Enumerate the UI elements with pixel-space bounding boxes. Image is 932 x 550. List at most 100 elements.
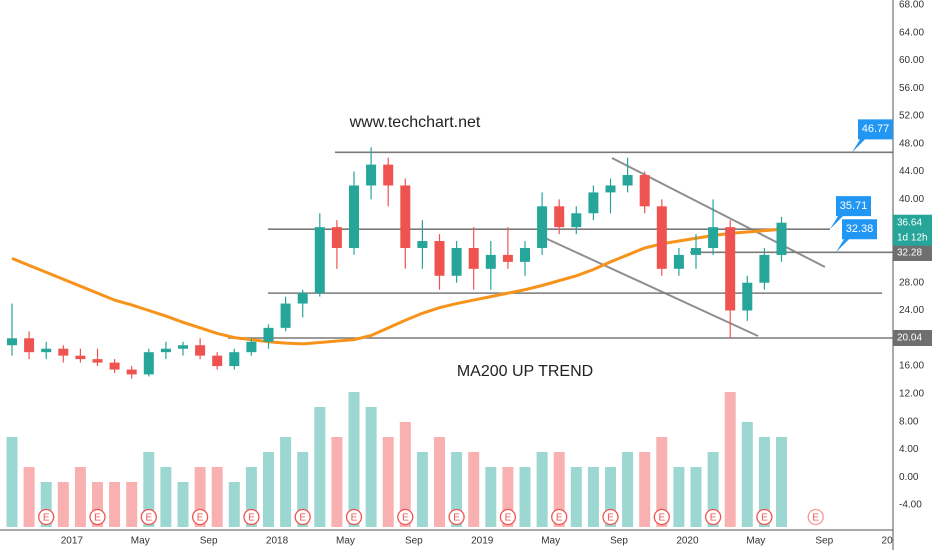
- volume-bar: [519, 467, 531, 527]
- candle-body: [160, 348, 171, 353]
- candle-body: [400, 185, 411, 248]
- ma-line: [11, 227, 782, 346]
- earnings-marker: [294, 508, 311, 526]
- candle-body: [691, 247, 701, 255]
- earnings-label: E: [299, 513, 306, 524]
- candle-body: [742, 282, 753, 311]
- candle-body: [673, 254, 684, 269]
- volume-bar: [622, 452, 634, 527]
- volume-bar: [690, 467, 702, 527]
- x-tick-label: 2017: [61, 536, 84, 547]
- x-tick-label: May: [336, 536, 355, 547]
- x-tick-label: Sep: [405, 536, 423, 547]
- callout-label: 46.77: [862, 123, 890, 135]
- earnings-marker: [448, 508, 465, 526]
- x-tick-label: 2019: [471, 536, 494, 547]
- candle-body: [75, 355, 86, 360]
- volume-bar: [23, 467, 35, 527]
- volume-bar: [502, 467, 514, 527]
- candle-body: [554, 206, 565, 228]
- y-tick-label: 12.00: [899, 388, 924, 399]
- y-tick-label: 40.00: [899, 194, 924, 205]
- earnings-marker: [140, 508, 157, 526]
- candle-body: [656, 206, 667, 269]
- candle-body: [605, 185, 616, 193]
- x-tick-label: May: [746, 536, 765, 547]
- volume-bar: [263, 452, 274, 527]
- candle-body: [639, 175, 650, 207]
- earnings-label: E: [710, 513, 717, 524]
- volume-bar: [348, 392, 360, 527]
- earnings-marker: [653, 508, 670, 526]
- candle-body: [622, 175, 633, 186]
- y-tick-label: 60.00: [899, 55, 924, 66]
- callout-label: 32.38: [846, 223, 874, 235]
- earnings-marker: [243, 508, 260, 526]
- volume-bar: [587, 467, 599, 527]
- countdown-label: 1d 12h: [897, 232, 928, 243]
- volume-bar: [74, 467, 86, 527]
- earnings-label: E: [248, 513, 255, 524]
- trend-line: [544, 237, 759, 337]
- earnings-label: E: [43, 513, 50, 524]
- y-tick-label: 0.00: [899, 472, 919, 483]
- candle-body: [417, 241, 428, 248]
- volume-bar: [485, 467, 497, 527]
- candle-body: [195, 345, 206, 356]
- earnings-marker: [345, 508, 363, 526]
- y-tick-label: 64.00: [899, 27, 924, 38]
- volume-bar: [194, 467, 206, 527]
- candle-body: [571, 213, 582, 228]
- candle-body: [246, 341, 257, 353]
- x-tick-label: 2021: [882, 536, 905, 547]
- candle-body: [229, 352, 240, 367]
- candle-body: [126, 369, 137, 375]
- volume-bar: [297, 452, 309, 527]
- volume-bar: [382, 437, 394, 527]
- y-tick-label: 68.00: [899, 0, 924, 11]
- candle-body: [502, 254, 513, 262]
- earnings-marker: [602, 508, 619, 526]
- time-axis: [0, 530, 893, 550]
- volume-bar: [673, 467, 685, 527]
- volume-bar: [741, 422, 753, 527]
- candle-body: [41, 348, 52, 353]
- volume-bar: [399, 422, 411, 527]
- volume-bar: [570, 467, 582, 527]
- countdown-label-box: [893, 229, 932, 246]
- volume-bar: [536, 452, 548, 527]
- volume-bar: [468, 452, 480, 527]
- candle-body: [349, 185, 359, 248]
- last-price-label: 36.64: [897, 217, 922, 228]
- x-tick-label: May: [131, 536, 150, 547]
- volume-bar: [126, 482, 138, 527]
- earnings-label: E: [402, 513, 409, 524]
- x-tick-label: Sep: [815, 536, 833, 547]
- price-label-box: [893, 244, 932, 261]
- earnings-marker: [551, 508, 568, 526]
- candle-body: [451, 247, 462, 276]
- y-tick-label: 56.00: [899, 83, 924, 94]
- volume-bar: [331, 437, 343, 527]
- earnings-marker: [499, 508, 517, 526]
- y-tick-label: -4.00: [899, 500, 922, 511]
- candle-body: [588, 192, 599, 214]
- earnings-marker: [89, 508, 106, 526]
- candle-body: [7, 338, 17, 346]
- volume-bar: [92, 482, 103, 527]
- volume-bar: [656, 437, 668, 527]
- price-axis: [893, 0, 932, 550]
- callout: [830, 196, 871, 230]
- volume-bar: [280, 437, 292, 527]
- candle-body: [92, 359, 103, 363]
- volume-bar: [40, 482, 52, 527]
- earnings-marker: [756, 508, 773, 526]
- earnings-label: E: [145, 513, 152, 524]
- candle-body: [520, 247, 530, 262]
- candle-body: [537, 206, 548, 248]
- callout: [836, 219, 877, 253]
- volume-bar: [605, 467, 616, 527]
- volume-bar: [758, 437, 770, 527]
